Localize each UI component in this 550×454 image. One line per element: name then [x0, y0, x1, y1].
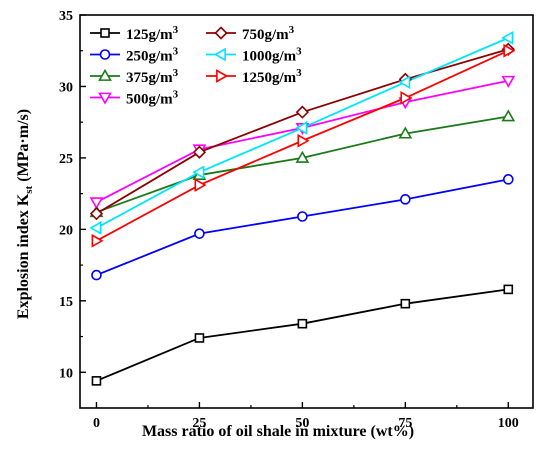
- legend-label: 500g/m3: [126, 89, 179, 108]
- plot-frame: [79, 14, 534, 409]
- legend-entry-1000: 1000g/m3: [206, 46, 302, 65]
- legend-label-value: 1000: [242, 49, 272, 65]
- legend-label-unit: g/m: [149, 92, 174, 108]
- x-tick-label: 50: [295, 416, 309, 431]
- legend-label-unit: g/m: [272, 70, 297, 86]
- data-point-125: [503, 284, 514, 295]
- legend-label-unit: g/m: [265, 27, 290, 43]
- x-tick-label: 75: [398, 416, 412, 431]
- data-point-1250: [194, 178, 207, 192]
- legend-label-unit-power: 3: [173, 24, 179, 36]
- data-point-250: [297, 211, 308, 222]
- data-point-125: [194, 333, 205, 343]
- data-point-1000: [501, 30, 514, 45]
- legend-entry-750: 750g/m3: [206, 24, 295, 43]
- data-point-1250: [91, 233, 104, 248]
- legend-label-value: 375: [126, 70, 149, 86]
- legend-label-value: 1250: [242, 70, 272, 86]
- legend-label-value: 125: [126, 27, 149, 43]
- series-markers: [89, 30, 516, 386]
- legend-entry-375: 375g/m3: [90, 67, 179, 86]
- legend-swatch-marker: [100, 28, 110, 38]
- x-tick-label: 0: [93, 416, 100, 431]
- legend-label-unit-power: 3: [173, 46, 179, 58]
- x-tick-label: 100: [498, 416, 519, 431]
- plot-frame-rect: [79, 14, 534, 409]
- y-tick-label: 30: [59, 80, 73, 95]
- data-point-1250: [297, 133, 310, 148]
- legend-swatch-marker: [99, 49, 111, 60]
- data-point-750: [295, 105, 310, 119]
- data-point-500: [501, 75, 516, 88]
- data-point-375: [398, 126, 413, 139]
- x-tick-label: 25: [192, 416, 206, 431]
- data-point-125: [91, 376, 102, 386]
- legend-label: 750g/m3: [242, 24, 295, 43]
- data-point-250: [91, 269, 102, 281]
- legend-label-unit-power: 3: [296, 67, 302, 79]
- data-point-1000: [295, 121, 308, 135]
- legend-label-unit: g/m: [149, 27, 174, 43]
- legend-label-value: 250: [126, 49, 149, 65]
- legend-label-unit-power: 3: [296, 46, 302, 58]
- data-point-125: [297, 318, 308, 329]
- legend-swatch-marker: [214, 26, 228, 40]
- data-point-375: [295, 150, 310, 163]
- y-tick-label: 10: [59, 366, 73, 381]
- y-axis-label: Explosion index Kst (MPa·m/s): [15, 109, 35, 319]
- legend-entry-1250: 1250g/m3: [206, 67, 302, 86]
- y-tick-label: 35: [59, 9, 73, 24]
- data-point-1250: [503, 43, 516, 58]
- legend-swatch-marker: [98, 92, 112, 105]
- legend-entry-125: 125g/m3: [90, 24, 179, 43]
- legend: 125g/m3250g/m3375g/m3500g/m3750g/m31000g…: [90, 24, 302, 108]
- data-point-1000: [89, 221, 102, 235]
- x-axis-label: Mass ratio of oil shale in mixture (wt%): [142, 423, 414, 440]
- y-tick-label: 15: [59, 295, 73, 310]
- series-lines: [96, 37, 509, 382]
- y-tick-label: 20: [59, 223, 73, 238]
- legend-entry-250: 250g/m3: [90, 46, 179, 65]
- y-tick-label: 25: [59, 152, 73, 167]
- data-point-250: [502, 174, 514, 185]
- y-axis-label-unit: (MPa·m/s): [15, 109, 32, 186]
- legend-label: 1000g/m3: [242, 46, 302, 65]
- legend-label-unit-power: 3: [173, 89, 179, 101]
- legend-label-unit: g/m: [149, 70, 174, 86]
- y-axis-label-subscript: st: [23, 185, 35, 193]
- legend-label-unit-power: 3: [289, 24, 295, 36]
- legend-label-unit: g/m: [149, 49, 174, 65]
- data-point-750: [89, 207, 104, 221]
- data-point-750: [192, 145, 207, 159]
- legend-swatch-marker: [216, 69, 229, 83]
- data-point-1250: [400, 91, 413, 105]
- legend-label: 375g/m3: [126, 67, 179, 86]
- legend-swatch-marker: [213, 47, 226, 62]
- data-point-375: [501, 109, 516, 122]
- legend-label: 125g/m3: [126, 24, 179, 43]
- legend-label-value: 500: [126, 92, 149, 108]
- legend-label: 250g/m3: [126, 46, 179, 65]
- axis-ticks: 0 25 50 75 100 10 15 20 25 30 35: [59, 9, 519, 431]
- legend-label-value: 750: [242, 27, 265, 43]
- legend-label-unit: g/m: [272, 49, 297, 65]
- data-point-1000: [398, 75, 411, 90]
- data-point-125: [400, 298, 411, 309]
- data-point-250: [400, 194, 411, 205]
- legend-label-unit-power: 3: [173, 67, 179, 79]
- y-axis-label-main: Explosion index K: [15, 193, 32, 319]
- data-point-1000: [192, 165, 205, 180]
- data-point-250: [194, 228, 205, 239]
- legend-label: 1250g/m3: [242, 67, 302, 86]
- legend-swatch-marker: [98, 68, 112, 81]
- data-point-500: [89, 197, 104, 210]
- legend-entry-500: 500g/m3: [90, 89, 179, 108]
- series-line-125: [96, 288, 509, 382]
